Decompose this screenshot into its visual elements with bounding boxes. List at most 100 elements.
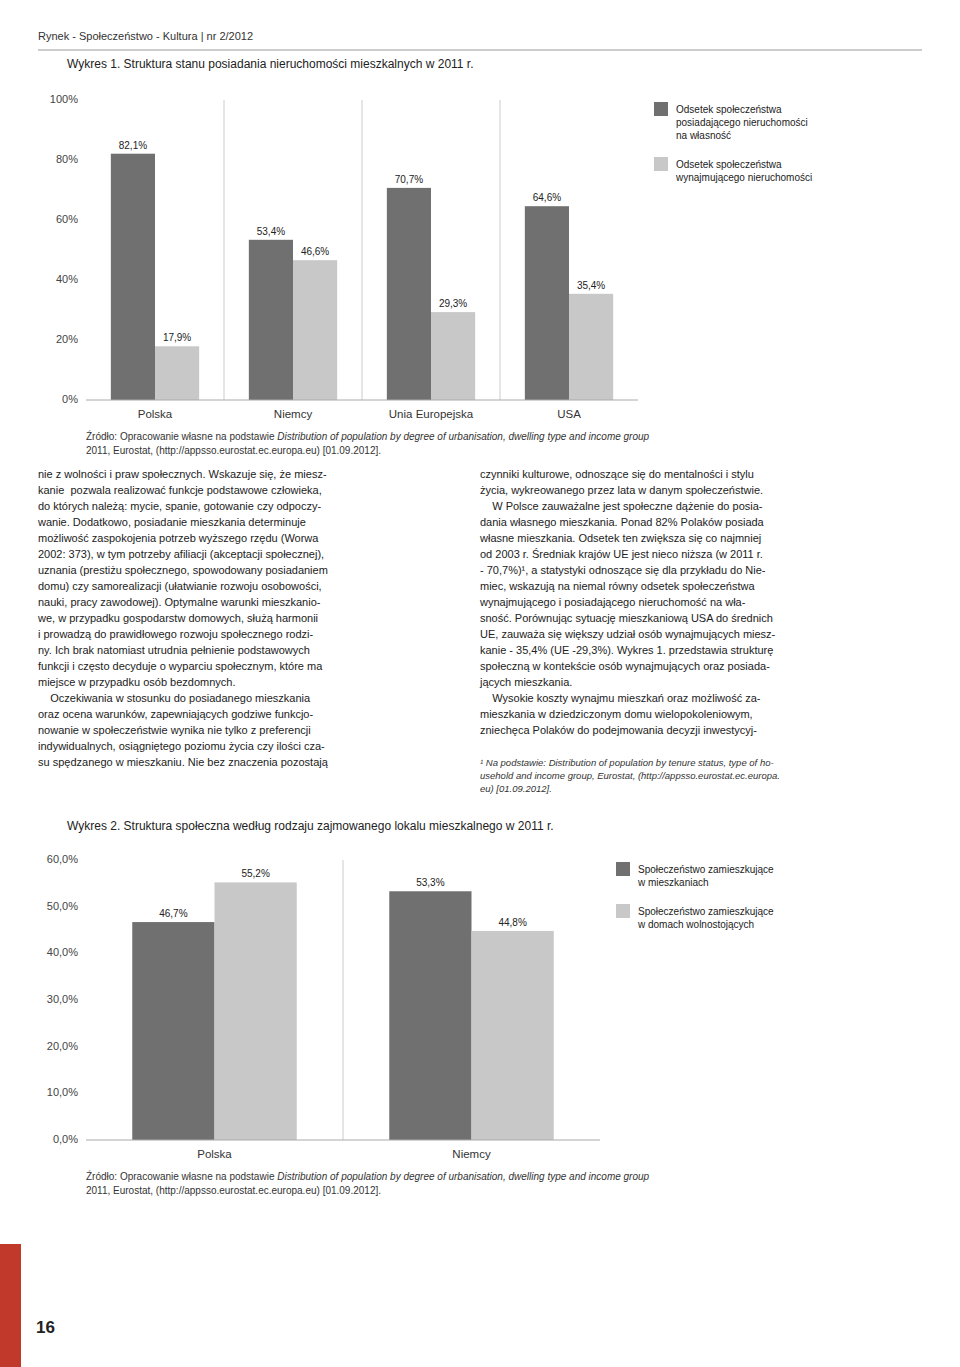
data-label: 46,7% — [159, 908, 187, 919]
body-text: nie z wolności i praw społecznych. Wskaz… — [37, 468, 329, 768]
footnote: ¹ Na podstawie: Distribution of populati… — [480, 757, 780, 794]
text-line: posiadającego nieruchomości — [676, 117, 808, 128]
y-tick-label: 80% — [56, 153, 78, 165]
bar — [389, 891, 471, 1140]
sidebar — [0, 1244, 21, 1367]
source-prefix: Źródło: Opracowanie własne na podstawie — [86, 1170, 277, 1182]
y-tick-label: 30,0% — [47, 993, 78, 1005]
bar — [569, 294, 613, 400]
text-line: w domach wolnostojących — [637, 919, 754, 930]
text-line: W Polsce zauważalne jest społeczne dążen… — [480, 500, 763, 512]
data-label: 44,8% — [498, 917, 526, 928]
x-axis-line — [86, 400, 638, 401]
bar — [431, 312, 475, 400]
text-line: sność. Porównując sytuację mieszkaniową … — [480, 612, 773, 624]
text-line: eu) [01.09.2012]. — [480, 783, 552, 794]
text-line: miejsce w przypadku osób bezdomnych. — [38, 676, 235, 688]
bar — [215, 882, 297, 1140]
text-line: nauki, pracy zawodowej). Optymalne warun… — [38, 596, 321, 608]
y-tick-label: 100% — [50, 93, 78, 105]
legend-label: Odsetek społeczeństwawynajmującego nieru… — [675, 159, 812, 183]
bars — [111, 154, 613, 400]
bar — [155, 346, 199, 400]
legend-swatch — [654, 157, 668, 171]
text-line: UE, zauważa się większy udział osób wyna… — [480, 628, 776, 640]
y-tick-label: 40,0% — [47, 946, 78, 958]
text-line: zniechęca Polaków do podejmowania decyzj… — [480, 724, 757, 736]
y-tick-label: 60% — [56, 213, 78, 225]
legend-label: Społeczeństwo zamieszkujące w domach woln… — [637, 906, 774, 930]
text-line: do których należą: mycie, spanie, gotowa… — [38, 500, 321, 512]
text-line: społeczną w kontekście osób wynajmującyc… — [480, 660, 770, 672]
y-tick-label: 10,0% — [47, 1086, 78, 1098]
x-tick-label: USA — [557, 408, 581, 420]
chart: Wykres 1. Struktura stanu posiadania nie… — [50, 57, 812, 456]
x-axis-line — [86, 1140, 600, 1141]
legend: Społeczeństwo zamieszkujące w mieszkaniac… — [616, 862, 774, 930]
x-tick-label: Unia Europejska — [389, 408, 474, 420]
source-title: Distribution of population by degree of … — [277, 431, 649, 442]
chart-title: Wykres 2. Struktura społeczna według rod… — [67, 819, 554, 833]
text-line: wynajmującego i posiadającego nieruchomo… — [479, 596, 746, 608]
text-line: i prowadzą do prawidłowego rozwoju społe… — [38, 628, 313, 640]
text-line: na własność — [676, 130, 731, 141]
text-line: 2002: 373), w tym potrzeby afiliacji (ak… — [38, 548, 324, 560]
bar — [249, 240, 293, 400]
text-line: ¹ Na podstawie: Distribution of populati… — [480, 757, 774, 768]
text-line: nowanie w społeczeństwie wynika nie tylk… — [38, 724, 311, 736]
y-tick-label: 0% — [62, 393, 78, 405]
y-tick-label: 20,0% — [47, 1040, 78, 1052]
body-text: czynniki kulturowe, odnoszące się do men… — [479, 468, 776, 736]
chart-title: Wykres 1. Struktura stanu posiadania nie… — [67, 57, 474, 71]
x-tick-label: Niemcy — [274, 408, 313, 420]
source-line: 2011, Eurostat, (http://appsso.eurostat.… — [86, 1185, 381, 1196]
text-line: Społeczeństwo zamieszkujące — [638, 906, 774, 917]
bar — [293, 260, 337, 400]
category-divider — [224, 100, 225, 400]
text-line: we, w przypadku gospodarstw domowych, sł… — [37, 612, 318, 624]
text-line: mieszkania w dziedziczonym domu wielopok… — [480, 708, 753, 720]
bars — [132, 882, 553, 1140]
text-line: domu) czy samorealizacji (ułatwianie roz… — [38, 580, 322, 592]
data-labels: 82,1%53,4%70,7%64,6%17,9%46,6%29,3%35,4% — [119, 140, 606, 344]
data-label: 70,7% — [395, 174, 423, 185]
bar — [132, 922, 214, 1140]
page: Rynek - Społeczeństwo - Kultura | nr 2/2… — [0, 0, 960, 1367]
legend-label: Społeczeństwo zamieszkującew mieszkaniac… — [637, 864, 774, 888]
data-label: 35,4% — [577, 280, 605, 291]
text-line: własne mieszkania. Odsetek ten zwiększa … — [479, 532, 761, 544]
data-label: 55,2% — [241, 868, 269, 879]
text-line: - 70,7%)¹, a statystyki odnoszące się dl… — [480, 564, 766, 576]
bar — [111, 154, 155, 400]
text-line: funkcji i często decyduje o wyparciu spo… — [38, 660, 323, 672]
text-line: życia, wykreowanego przez lata w danym s… — [480, 484, 763, 496]
text-line: możliwość zaspokojenia potrzeb wyższego … — [38, 532, 319, 544]
text-line: dania własnego mieszkania. Ponad 82% Pol… — [480, 516, 765, 528]
text-line: oraz ocena warunków, zapewniających godz… — [38, 708, 313, 720]
category-divider — [362, 100, 363, 400]
y-tick-label: 60,0% — [47, 853, 78, 865]
x-tick-label: Polska — [197, 1148, 232, 1160]
text-line: Wysokie koszty wynajmu mieszkań oraz moż… — [480, 692, 761, 704]
text-line: miec, wskazują na niemal równy odsetek s… — [480, 580, 755, 592]
source-title: Distribution of population by degree of … — [277, 1171, 649, 1182]
bar — [525, 206, 569, 400]
text-line: wynajmującego nieruchomości — [675, 172, 812, 183]
header-rule — [38, 50, 922, 51]
text-line: su spędzanego w mieszkaniu. Nie bez znac… — [38, 756, 329, 768]
source-line: 2011, Eurostat, (http://appsso.eurostat.… — [86, 445, 381, 456]
data-label: 17,9% — [163, 332, 191, 343]
text-line: indywidualnych, osiągniętego poziomu życ… — [38, 740, 325, 752]
text-line: od 2003 r. Średniak krajów UE jest nieco… — [480, 548, 763, 560]
text-line: w mieszkaniach — [637, 877, 709, 888]
data-labels: 46,7%53,3%55,2%44,8% — [159, 868, 527, 928]
y-tick-label: 0,0% — [53, 1133, 78, 1145]
text-line: Oczekiwania w stosunku do posiadanego mi… — [38, 692, 311, 704]
page-title: Rynek - Społeczeństwo - Kultura | nr 2/2… — [38, 30, 253, 42]
text-line: nie z wolności i praw społecznych. Wskaz… — [38, 468, 327, 480]
data-label: 46,6% — [301, 246, 329, 257]
text-line: ny. Ich brak natomiast utrudnia pełnieni… — [38, 644, 310, 656]
source-prefix: Źródło: Opracowanie własne na podstawie — [86, 430, 277, 442]
page-number: 16 — [36, 1318, 55, 1337]
data-label: 29,3% — [439, 298, 467, 309]
